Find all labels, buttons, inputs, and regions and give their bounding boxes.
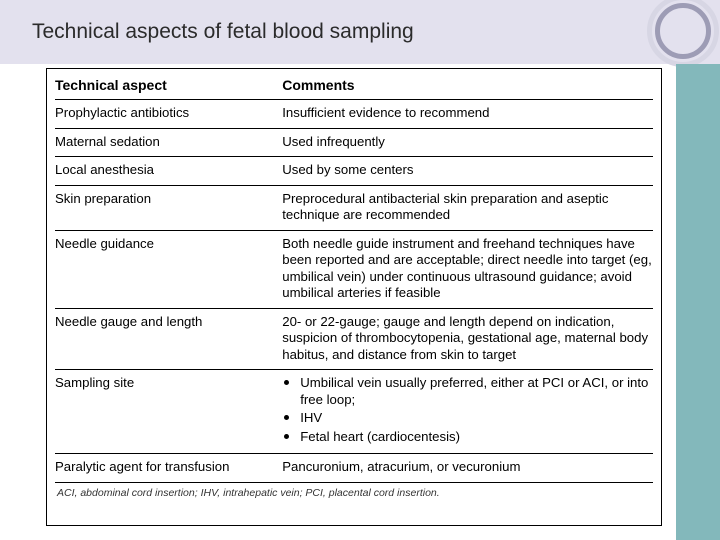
cell-comment: Both needle guide instrument and freehan… bbox=[282, 236, 653, 302]
cell-comment: Preprocedural antibacterial skin prepara… bbox=[282, 191, 653, 224]
cell-aspect: Prophylactic antibiotics bbox=[55, 105, 282, 122]
column-header-aspect: Technical aspect bbox=[55, 77, 282, 93]
bullet-list: Umbilical vein usually preferred, either… bbox=[282, 375, 653, 445]
bullet-item: IHV bbox=[282, 410, 653, 427]
cell-comment: 20- or 22-gauge; gauge and length depend… bbox=[282, 314, 653, 364]
cell-aspect: Skin preparation bbox=[55, 191, 282, 224]
cell-aspect: Needle gauge and length bbox=[55, 314, 282, 364]
footnote-text: ACI, abdominal cord insertion; IHV, intr… bbox=[57, 487, 440, 499]
cell-aspect: Needle guidance bbox=[55, 236, 282, 302]
table-row: Prophylactic antibiotics Insufficient ev… bbox=[55, 100, 653, 129]
table-footnote: ACI, abdominal cord insertion; IHV, intr… bbox=[55, 483, 653, 501]
table-row: Skin preparation Preprocedural antibacte… bbox=[55, 186, 653, 231]
cell-comment: Used by some centers bbox=[282, 162, 653, 179]
ring-inner bbox=[655, 3, 711, 59]
table-row: Sampling site Umbilical vein usually pre… bbox=[55, 370, 653, 454]
bullet-item: Fetal heart (cardiocentesis) bbox=[282, 429, 653, 446]
table-row: Maternal sedation Used infrequently bbox=[55, 129, 653, 158]
slide-title: Technical aspects of fetal blood samplin… bbox=[0, 20, 414, 44]
cell-comment: Pancuronium, atracurium, or vecuronium bbox=[282, 459, 653, 476]
cell-aspect: Sampling site bbox=[55, 375, 282, 447]
sidebar-accent bbox=[676, 64, 720, 540]
slide: Technical aspects of fetal blood samplin… bbox=[0, 0, 720, 540]
table-row: Needle guidance Both needle guide instru… bbox=[55, 231, 653, 309]
table-row: Paralytic agent for transfusion Pancuron… bbox=[55, 454, 653, 483]
cell-aspect: Local anesthesia bbox=[55, 162, 282, 179]
cell-comment: Used infrequently bbox=[282, 134, 653, 151]
cell-comment: Umbilical vein usually preferred, either… bbox=[282, 375, 653, 447]
cell-comment: Insufficient evidence to recommend bbox=[282, 105, 653, 122]
table-row: Needle gauge and length 20- or 22-gauge;… bbox=[55, 309, 653, 371]
slide-header: Technical aspects of fetal blood samplin… bbox=[0, 0, 720, 64]
table-container: Technical aspect Comments Prophylactic a… bbox=[46, 68, 662, 526]
corner-decoration bbox=[640, 0, 720, 74]
column-header-comments: Comments bbox=[282, 77, 653, 93]
cell-aspect: Maternal sedation bbox=[55, 134, 282, 151]
table-header-row: Technical aspect Comments bbox=[55, 73, 653, 100]
cell-aspect: Paralytic agent for transfusion bbox=[55, 459, 282, 476]
bullet-item: Umbilical vein usually preferred, either… bbox=[282, 375, 653, 408]
table-row: Local anesthesia Used by some centers bbox=[55, 157, 653, 186]
